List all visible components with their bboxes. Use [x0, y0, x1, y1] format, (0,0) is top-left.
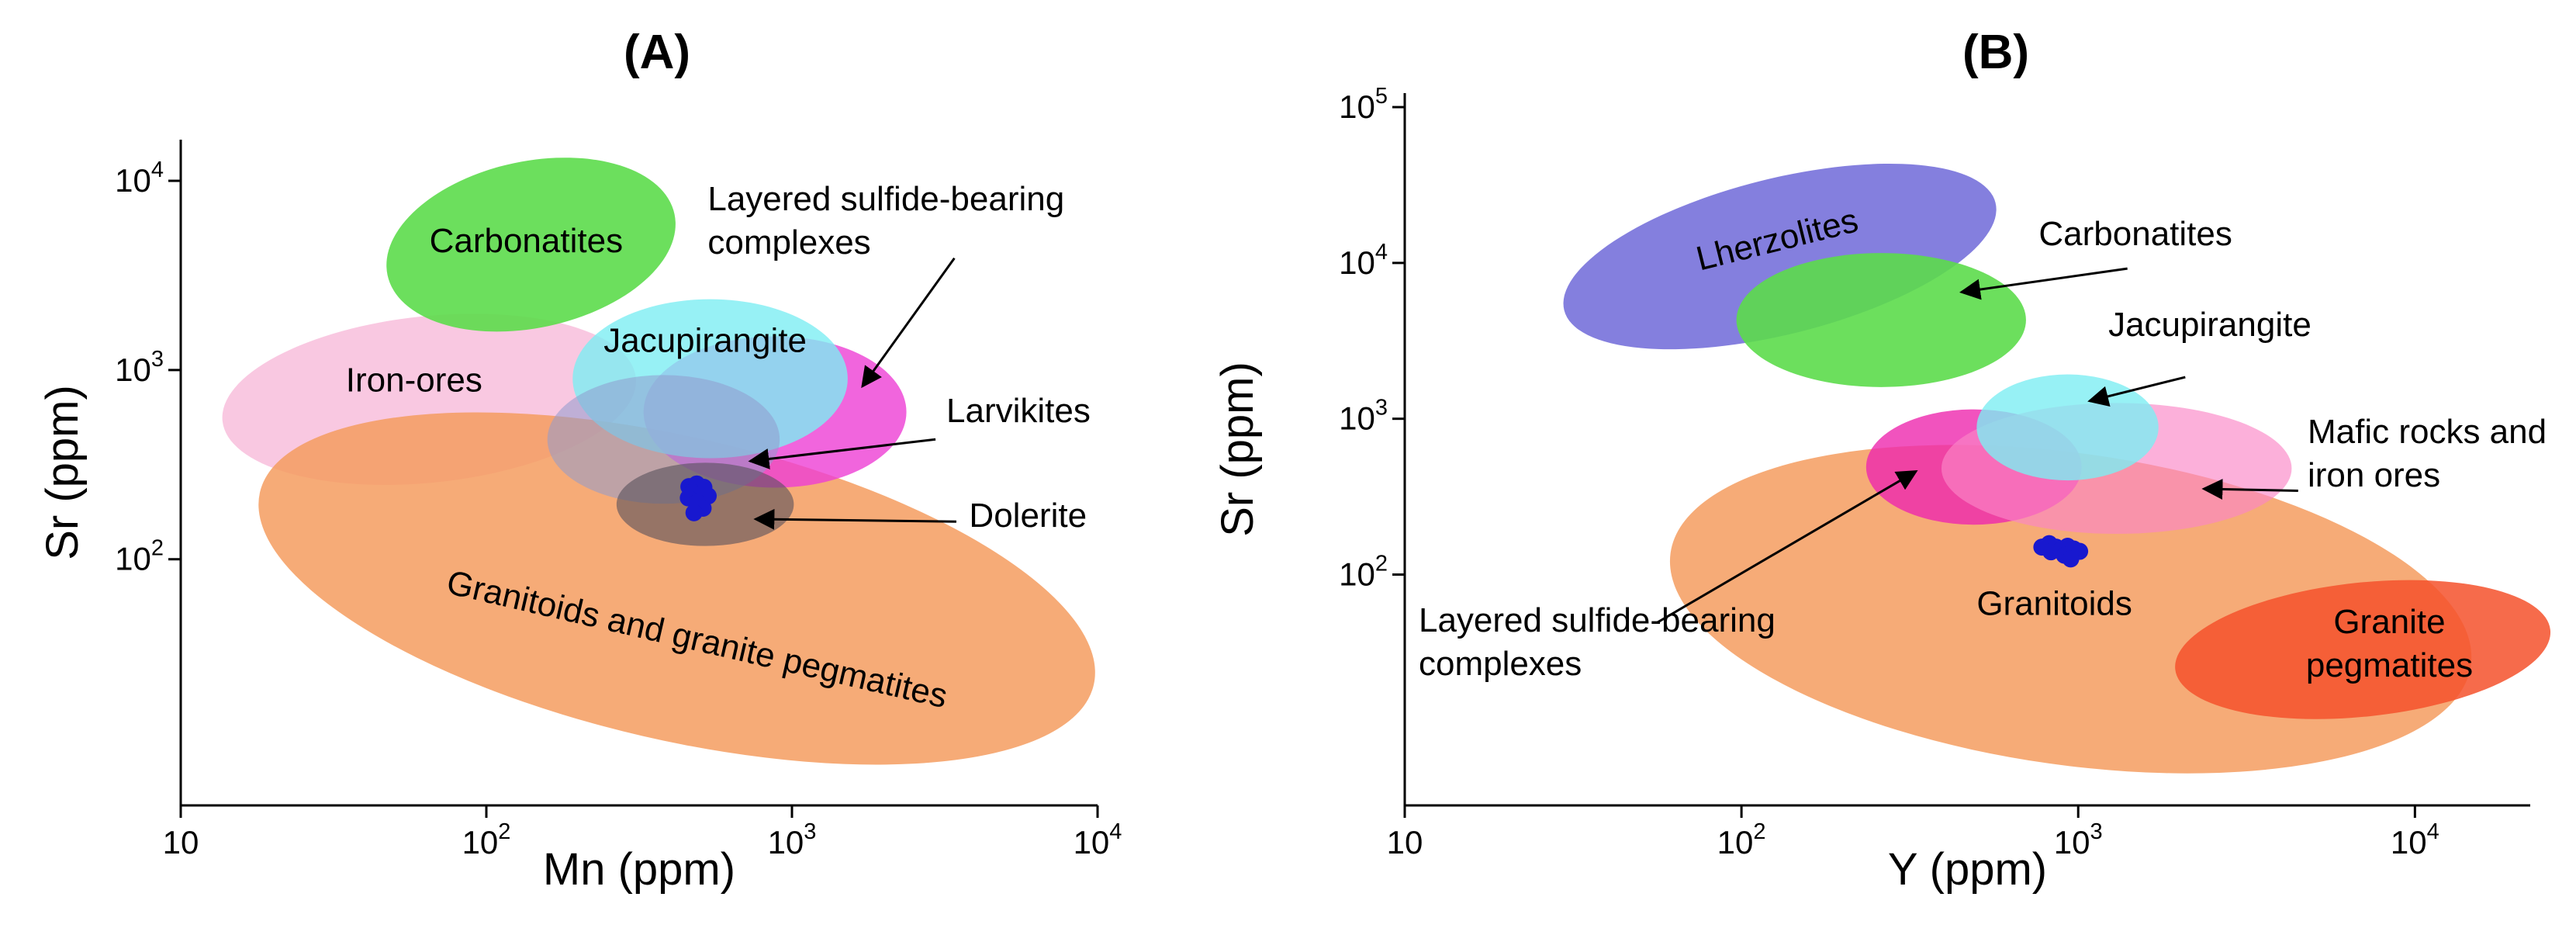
label-layered-sulfide-bearing-complexes: Layered sulfide-bearing complexes — [707, 180, 1064, 261]
annotation-arrow-dolerite — [753, 508, 956, 530]
annotation-arrow-mafic-rocks-and — [2201, 479, 2298, 500]
y-tick-label: 103 — [1339, 396, 1388, 437]
label-dolerite: Dolerite — [969, 497, 1087, 535]
x-axis-label: Mn (ppm) — [543, 844, 735, 895]
annotation-arrow-jacupirangite — [2087, 376, 2186, 407]
label-carbonatites: Carbonatites — [430, 222, 623, 260]
x-axis-label: Y (ppm) — [1888, 844, 2047, 895]
panel-title-a: (A) — [624, 26, 690, 79]
y-tick-label: 102 — [1339, 551, 1388, 592]
x-tick-label: 10 — [163, 824, 199, 860]
field-jacupirangite — [1976, 374, 2159, 481]
field-carbonatites — [1736, 253, 2026, 387]
y-tick-label: 102 — [115, 536, 164, 577]
sample-point — [2062, 550, 2080, 568]
x-tick-label: 103 — [768, 819, 817, 860]
field-carbonatites — [386, 158, 676, 332]
label-larvikites: Larvikites — [946, 392, 1091, 430]
panel-title-b: (B) — [1962, 26, 2029, 79]
y-tick-label: 105 — [1339, 84, 1388, 125]
sample-points — [679, 475, 717, 521]
field-granite-pegmatites — [2175, 580, 2551, 719]
y-tick-label: 104 — [1339, 240, 1388, 281]
label-granite-pegmatites: Granite pegmatites — [2306, 603, 2473, 684]
panel-b-chart: 10 102 103 104102103104105LherzolitesGranit… — [1195, 0, 2576, 928]
annotation-arrow-larvikites — [748, 438, 936, 469]
axes: 10 102 103 104 102 103 104 105 — [1339, 84, 2530, 860]
x-tick-label: 103 — [2054, 819, 2103, 860]
sample-points — [2033, 535, 2089, 568]
sample-point — [685, 504, 703, 521]
label-jacupirangite: Jacupirangite — [2108, 306, 2311, 344]
annotation-arrow-layered-sulfide-bearing — [1656, 470, 1918, 625]
label-jacupirangite: Jacupirangite — [603, 321, 807, 359]
label-layered-sulfide-bearing-complexes: Layered sulfide-bearing complexes — [1419, 601, 1776, 683]
y-tick-label: 104 — [115, 158, 164, 199]
label-granitoids: Granitoids — [1976, 585, 2132, 623]
field-granitoids-and-granite-pegmatites — [258, 412, 1095, 765]
x-tick-label: 102 — [1717, 819, 1766, 860]
x-tick-label: 102 — [462, 819, 511, 860]
x-tick-label: 10 — [1387, 824, 1423, 860]
field-lherzolites — [1563, 163, 1997, 350]
label-iron-ores: Iron-ores — [346, 362, 482, 400]
y-axis-label: Sr (ppm) — [37, 385, 88, 560]
annotation-arrow-carbonatites — [1959, 267, 2128, 300]
y-axis-label: Sr (ppm) — [1212, 362, 1263, 537]
x-tick-label: 104 — [1074, 819, 1122, 860]
annotation-arrow-layered-sulfide-bearing — [861, 257, 956, 389]
label-carbonatites: Carbonatites — [2038, 215, 2232, 253]
y-tick-label: 103 — [115, 347, 164, 388]
axes: 10 102 103 104 102 103 104 — [115, 140, 1122, 860]
panel-a-chart: 10 102 103 104 102 103 104 Carbonatites Iron-ore… — [0, 0, 1195, 928]
x-tick-label: 104 — [2391, 819, 2439, 860]
label-mafic-rocks-and-iron-ores: Mafic rocks and iron ores — [2308, 413, 2547, 494]
